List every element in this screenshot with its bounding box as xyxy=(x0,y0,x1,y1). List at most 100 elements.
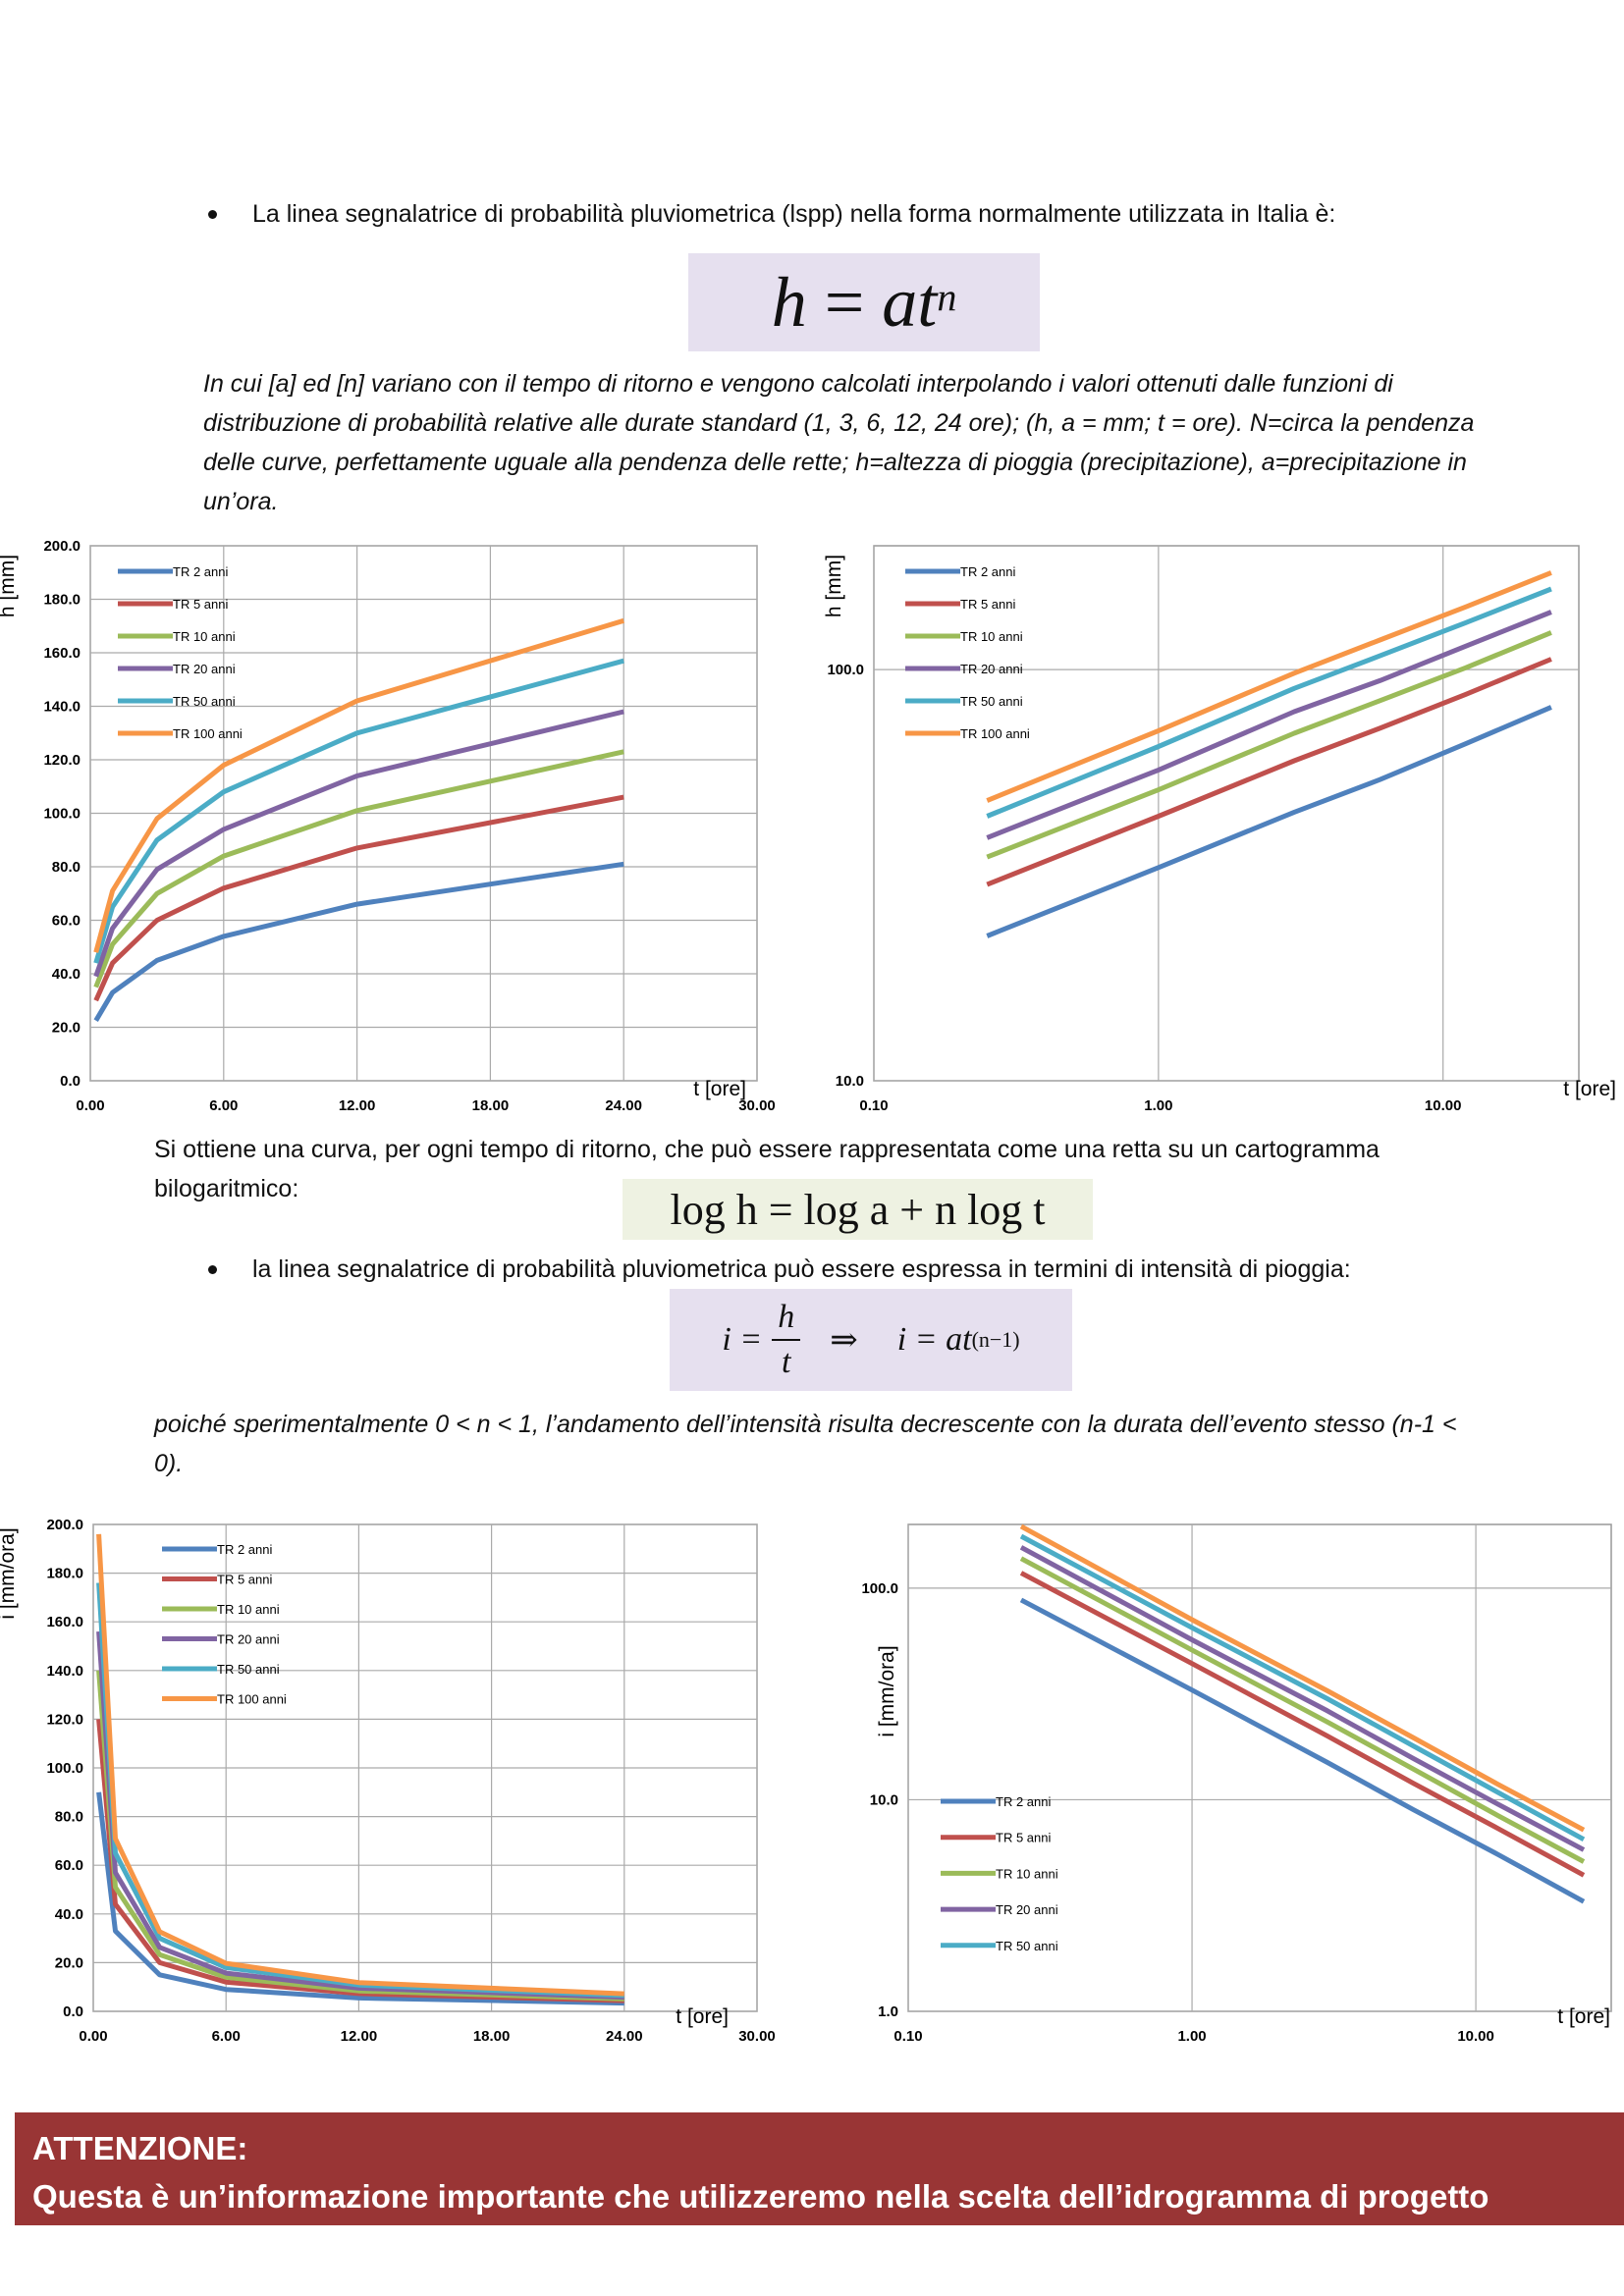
y-tick-label: 200.0 xyxy=(43,538,81,555)
legend-label: TR 50 anni xyxy=(217,1662,280,1677)
y-tick-label: 140.0 xyxy=(46,1663,83,1680)
formula-part: at xyxy=(882,262,938,342)
paragraph: poiché sperimentalmente 0 < n < 1, l’and… xyxy=(154,1411,1457,1477)
series-line xyxy=(986,705,1552,938)
series-line xyxy=(1019,1571,1586,1878)
legend-label: TR 50 anni xyxy=(996,1939,1058,1953)
y-tick-label: 100.0 xyxy=(861,1580,898,1597)
numerator: h xyxy=(772,1296,801,1341)
y-tick-label: 180.0 xyxy=(46,1566,83,1582)
x-axis-label: t [ore] xyxy=(676,2005,729,2028)
series-line xyxy=(986,586,1552,819)
x-tick-label: 0.10 xyxy=(859,1097,888,1114)
denominator: t xyxy=(782,1344,791,1380)
x-tick-label: 12.00 xyxy=(341,2028,378,2045)
x-tick-label: 30.00 xyxy=(738,2028,776,2045)
legend-label: TR 50 anni xyxy=(173,694,236,709)
legend-label: TR 2 anni xyxy=(217,1542,272,1557)
legend-label: TR 20 anni xyxy=(173,662,236,676)
legend-label: TR 100 anni xyxy=(173,726,243,741)
series-line xyxy=(96,1533,624,1997)
y-tick-label: 120.0 xyxy=(46,1711,83,1728)
legend-label: TR 2 anni xyxy=(173,564,228,579)
x-tick-label: 1.00 xyxy=(1177,2028,1206,2045)
y-axis-label: h [mm] xyxy=(823,555,845,617)
plot-area xyxy=(907,1523,1612,2012)
x-tick-label: 12.00 xyxy=(339,1097,376,1114)
legend-label: TR 10 anni xyxy=(960,629,1023,644)
legend-label: TR 5 anni xyxy=(960,597,1015,612)
formula-arrow: ⇒ xyxy=(830,1322,858,1359)
legend-label: TR 2 anni xyxy=(960,564,1015,579)
legend-label: TR 2 anni xyxy=(996,1794,1051,1809)
y-tick-label: 160.0 xyxy=(46,1614,83,1630)
bullet-text: La linea segnalatrice di probabilità plu… xyxy=(252,200,1336,228)
y-axis-label: h [mm] xyxy=(0,555,19,617)
x-tick-label: 0.10 xyxy=(893,2028,922,2045)
series-line xyxy=(1019,1545,1586,1852)
legend-label: TR 10 anni xyxy=(173,629,236,644)
y-tick-label: 1.0 xyxy=(878,2003,898,2020)
series-line xyxy=(93,861,624,1022)
formula-part: = xyxy=(824,262,865,342)
plot-area xyxy=(873,545,1580,1082)
x-axis-label: t [ore] xyxy=(693,1078,746,1100)
legend-label: TR 10 anni xyxy=(217,1602,280,1617)
attention-title: ATTENZIONE: xyxy=(32,2130,248,2166)
formula-part: i = at xyxy=(896,1321,972,1358)
formula-exponent: (n−1) xyxy=(971,1327,1020,1352)
formula: log h = log a + n log t xyxy=(623,1179,1093,1240)
y-tick-label: 100.0 xyxy=(827,662,864,678)
y-tick-label: 140.0 xyxy=(43,699,81,716)
paragraph: Si ottiene una curva, per ogni tempo di … xyxy=(154,1136,1380,1202)
x-tick-label: 6.00 xyxy=(212,2028,241,2045)
series-line xyxy=(93,794,624,1002)
series-line xyxy=(986,657,1552,887)
legend-label: TR 20 anni xyxy=(960,662,1023,676)
series-line xyxy=(1019,1556,1586,1864)
series-line xyxy=(93,617,624,953)
bullet-text: la linea segnalatrice di probabilità plu… xyxy=(252,1255,1351,1283)
series-line xyxy=(1019,1523,1586,1833)
chart: 10.0 100.0 0.10 1.00 10.00 t [ore] h [mm] TR 2 … xyxy=(823,545,1616,1114)
x-axis-label: t [ore] xyxy=(1557,2005,1610,2028)
paragraph: In cui [a] ed [n] variano con il tempo d… xyxy=(203,370,1475,515)
series-line xyxy=(986,570,1552,803)
y-tick-label: 40.0 xyxy=(55,1906,83,1923)
x-tick-label: 10.00 xyxy=(1425,1097,1462,1114)
legend-label: TR 5 anni xyxy=(217,1573,272,1587)
attention-box: ATTENZIONE: Questa è un’informazione imp… xyxy=(15,2112,1624,2225)
x-tick-label: 0.00 xyxy=(79,2028,107,2045)
x-tick-label: 24.00 xyxy=(605,1097,642,1114)
y-axis-label: i [mm/ora] xyxy=(876,1645,898,1736)
legend-label: TR 5 anni xyxy=(173,597,228,612)
legend-label: TR 10 anni xyxy=(996,1866,1058,1881)
y-tick-label: 120.0 xyxy=(43,752,81,769)
series-line xyxy=(93,658,624,964)
y-tick-label: 10.0 xyxy=(836,1073,864,1090)
legend-label: TR 20 anni xyxy=(996,1902,1058,1917)
series-line xyxy=(1019,1597,1586,1904)
chart: 0.0 20.0 40.0 60.0 80.0 100.0 120.0 140.0 160.0 1… xyxy=(0,538,776,1114)
series-line xyxy=(96,1791,624,2006)
y-tick-label: 0.0 xyxy=(63,2003,83,2020)
y-tick-label: 40.0 xyxy=(52,966,81,983)
y-tick-label: 80.0 xyxy=(55,1809,83,1826)
x-tick-label: 1.00 xyxy=(1144,1097,1172,1114)
x-axis-label: t [ore] xyxy=(1563,1078,1616,1100)
bullet xyxy=(208,1265,217,1274)
formula-part: i = xyxy=(722,1321,763,1358)
y-tick-label: 10.0 xyxy=(870,1791,898,1808)
attention-text: Questa è un’informazione importante che … xyxy=(32,2178,1489,2215)
formula: h = at n xyxy=(688,253,1040,351)
series-line xyxy=(1019,1533,1586,1842)
legend-label: TR 20 anni xyxy=(217,1632,280,1647)
series-line xyxy=(986,610,1552,840)
y-tick-label: 200.0 xyxy=(46,1517,83,1533)
x-tick-label: 18.00 xyxy=(473,2028,511,2045)
series-line xyxy=(93,749,624,988)
